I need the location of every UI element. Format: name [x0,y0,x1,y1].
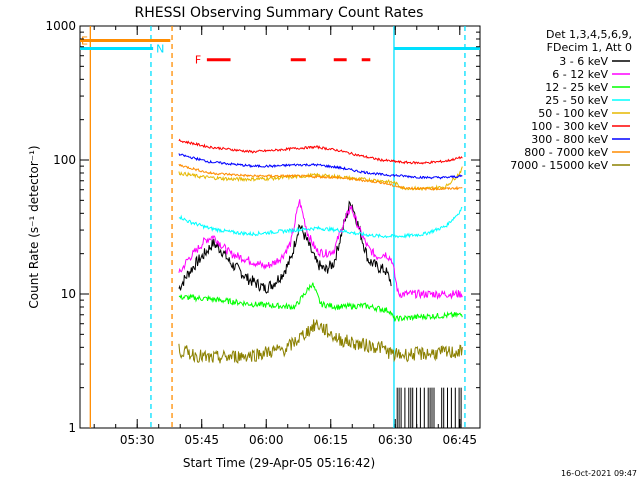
plot-frame [79,25,481,429]
plot-border [79,25,481,429]
x-tick-label: 05:30 [120,433,155,447]
legend-entry-label: 100 - 300 keV [531,120,608,133]
y-tick-label: 10 [61,287,76,301]
legend-entry-label: 3 - 6 keV [559,55,608,68]
y-tick-label: 1000 [45,19,76,33]
flag-label: N [156,42,164,55]
timestamp: 16-Oct-2021 09:47 [561,469,637,478]
x-tick-label: 05:45 [184,433,219,447]
legend: Det 1,3,4,5,6,9,FDecim 1, Att 03 - 6 keV… [510,28,632,172]
x-axis-ticks: 05:30 05:45 06:00 06:15 06:30 06:45 [93,26,477,447]
flag-label: F [195,54,201,67]
series-line [178,282,463,322]
series-line [178,166,463,192]
series-line [178,206,463,239]
x-axis-label: Start Time (29-Apr-05 05:16:42) [183,456,375,470]
series-line [178,319,463,364]
series-line [178,138,463,165]
legend-entry-label: 7000 - 15000 keV [510,159,608,172]
series-line [178,199,463,300]
legend-entry-label: 6 - 12 keV [552,68,608,81]
legend-entry-label: 12 - 25 keV [545,81,608,94]
series-line [178,153,463,180]
x-tick-label: 06:30 [378,433,413,447]
legend-entry-label: 50 - 100 keV [538,107,608,120]
series-lines [178,138,463,428]
legend-entry-label: 25 - 50 keV [545,94,608,107]
flag-bars: E N F [80,34,480,67]
series-line [178,163,463,192]
series-line [178,200,392,294]
x-tick-label: 06:00 [249,433,284,447]
legend-header: Det 1,3,4,5,6,9, [546,28,632,41]
y-tick-label: 1 [68,421,76,435]
legend-entry-label: 300 - 800 keV [531,133,608,146]
x-tick-label: 06:45 [442,433,477,447]
flag-label: E [81,34,88,47]
x-tick-label: 06:15 [313,433,348,447]
y-axis-label: Count Rate (s⁻¹ detector⁻¹) [27,145,41,308]
chart-title: RHESSI Observing Summary Count Rates [135,5,424,21]
legend-entry-label: 800 - 7000 keV [524,146,608,159]
y-axis-ticks: 1 10 100 1000 [45,19,480,435]
legend-header: FDecim 1, Att 0 [547,41,632,54]
y-tick-label: 100 [53,153,76,167]
